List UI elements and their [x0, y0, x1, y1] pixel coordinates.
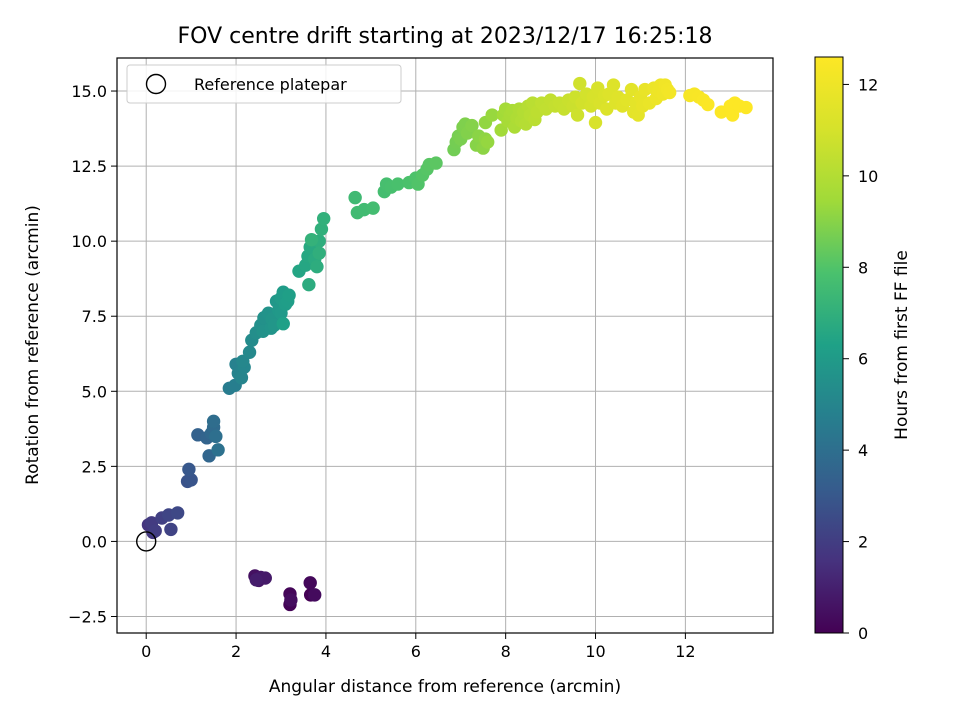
y-tick-label: 0.0	[82, 532, 107, 551]
x-tick-label: 0	[141, 642, 151, 661]
data-point	[485, 108, 499, 122]
colorbar-tick-label: 8	[858, 258, 868, 277]
data-point	[480, 135, 495, 149]
colorbar-ticks: 0 2 4 6 8 10 12	[843, 75, 878, 643]
data-point	[284, 593, 298, 607]
data-point	[242, 345, 257, 359]
data-point	[170, 506, 185, 520]
x-tick-label: 10	[585, 642, 605, 661]
data-point	[307, 588, 322, 602]
colorbar-tick-label: 4	[858, 441, 868, 460]
data-point	[701, 97, 715, 112]
data-point	[209, 429, 223, 444]
data-point	[310, 259, 324, 274]
y-tick-label: 7.5	[82, 307, 107, 326]
legend-box	[126, 64, 402, 104]
colorbar-tick-label: 6	[858, 350, 868, 369]
x-tick-label: 2	[231, 642, 241, 661]
colorbar-tick-label: 0	[858, 624, 868, 643]
data-point	[276, 317, 290, 331]
x-tick-label: 8	[501, 642, 511, 661]
y-tick-label: 12.5	[71, 157, 107, 176]
data-point	[282, 288, 296, 302]
colorbar-gradient	[814, 56, 844, 634]
data-point	[304, 232, 319, 247]
reference-marker-layer	[136, 531, 157, 552]
y-axis-title: Rotation from reference (arcmin)	[23, 205, 43, 485]
data-point	[391, 177, 405, 191]
data-point	[249, 573, 263, 587]
data-point	[314, 222, 329, 236]
colorbar: 0 2 4 6 8 10 12 Hours from first FF file	[814, 56, 912, 643]
data-point	[465, 118, 479, 133]
y-tick-label: 15.0	[71, 82, 107, 101]
data-point	[316, 211, 331, 226]
grid-lines	[117, 58, 773, 633]
data-point	[312, 246, 326, 260]
x-tick-label: 6	[411, 642, 421, 661]
chart-title: FOV centre drift starting at 2023/12/17 …	[178, 24, 713, 49]
colorbar-tick-label: 2	[858, 533, 868, 552]
colorbar-label: Hours from first FF file	[892, 250, 912, 440]
data-point	[303, 576, 317, 590]
data-point	[348, 190, 362, 205]
data-point	[234, 371, 249, 385]
x-tick-label: 12	[675, 642, 695, 661]
data-point	[366, 201, 380, 215]
reference-platepar-marker	[136, 531, 157, 552]
data-points	[141, 76, 753, 612]
x-tick-label: 4	[321, 642, 331, 661]
data-point	[148, 524, 162, 538]
data-point	[573, 76, 587, 91]
y-tick-label: 2.5	[82, 457, 107, 476]
data-point	[184, 473, 198, 487]
data-point	[429, 156, 443, 170]
data-point	[164, 522, 178, 537]
x-axis-title: Angular distance from reference (arcmin)	[269, 677, 621, 697]
data-point	[606, 78, 621, 92]
legend: Reference platepar	[126, 64, 402, 104]
data-point	[624, 82, 639, 97]
colorbar-tick-label: 10	[858, 167, 878, 186]
data-point	[211, 443, 225, 457]
y-tick-label: 5.0	[82, 382, 107, 401]
data-point	[588, 115, 603, 130]
axis-ticks: 0 2 4 6 8 10 12 −2.5 0.0 2.5 5.0 7.5 10.0 12.5 15.0	[68, 82, 695, 661]
legend-label: Reference platepar	[194, 75, 347, 94]
data-point	[206, 414, 221, 429]
data-point	[182, 462, 196, 477]
colorbar-tick-label: 12	[858, 75, 878, 94]
plot-area-frame	[116, 57, 774, 634]
data-point	[662, 85, 677, 100]
data-point	[570, 108, 585, 122]
y-tick-label: −2.5	[68, 607, 107, 626]
data-point	[739, 100, 753, 115]
legend-marker-icon	[145, 73, 167, 95]
data-point	[302, 277, 316, 292]
y-tick-label: 10.0	[71, 232, 107, 251]
